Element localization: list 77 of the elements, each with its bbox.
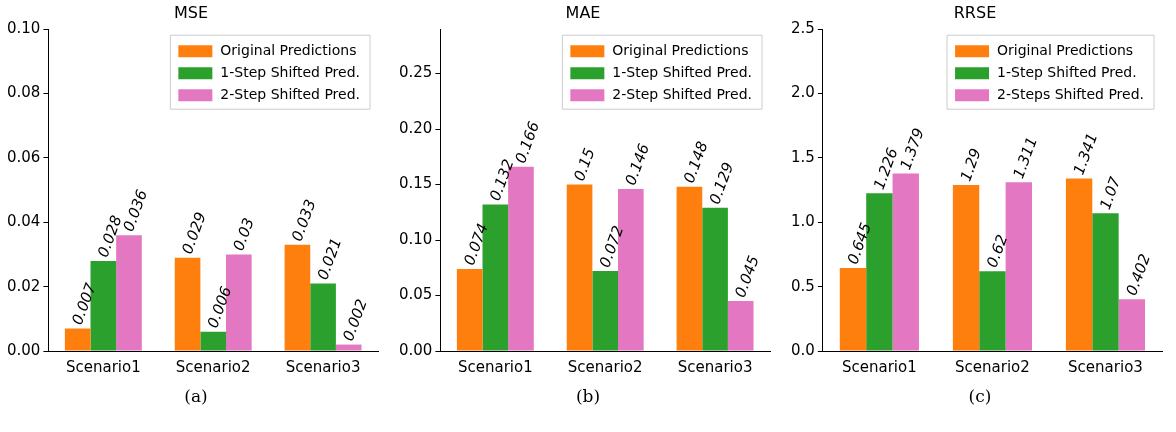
legend-label: 2-Step Shifted Pred. bbox=[612, 85, 752, 102]
bar bbox=[979, 271, 1006, 351]
y-tick-label: 0.00 bbox=[398, 340, 433, 359]
y-tick-label: 0.5 bbox=[791, 276, 815, 295]
x-tick-label: Scenario3 bbox=[285, 357, 361, 376]
bar bbox=[1065, 178, 1093, 351]
legend-label: 1-Step Shifted Pred. bbox=[612, 63, 752, 80]
bar bbox=[1005, 182, 1032, 351]
bar bbox=[592, 271, 619, 351]
data-label: 0.645 bbox=[843, 220, 876, 267]
chart-title: RRSE bbox=[953, 2, 997, 22]
data-label: 0.146 bbox=[621, 141, 653, 188]
legend-label: Original Predictions bbox=[612, 41, 749, 58]
x-tick-label: Scenario1 bbox=[457, 357, 533, 376]
y-tick-label: 0.20 bbox=[398, 118, 433, 137]
data-label: 0.074 bbox=[460, 221, 492, 268]
y-tick-label: 2.5 bbox=[791, 19, 815, 38]
x-tick-label: Scenario3 bbox=[677, 357, 753, 376]
data-label: 0.007 bbox=[68, 280, 100, 328]
y-tick-label: 0.08 bbox=[6, 83, 41, 102]
text: (b) bbox=[574, 386, 602, 406]
bar bbox=[727, 301, 754, 351]
legend-label: 1-Step Shifted Pred. bbox=[220, 63, 360, 80]
data-label: 0.006 bbox=[203, 283, 236, 331]
data-label: 0.03 bbox=[229, 215, 258, 254]
text: (c) bbox=[967, 386, 993, 406]
y-tick-label: 1.0 bbox=[791, 212, 815, 231]
data-label: 0.15 bbox=[570, 145, 599, 184]
y-tick-label: 0.06 bbox=[6, 147, 41, 166]
x-tick-label: Scenario1 bbox=[65, 357, 141, 376]
bar bbox=[200, 331, 227, 351]
y-tick-label: 0.00 bbox=[6, 340, 41, 359]
bar bbox=[174, 257, 201, 351]
legend-label: Original Predictions bbox=[997, 41, 1134, 58]
x-tick-label: Scenario2 bbox=[955, 357, 1030, 376]
data-label: 0.029 bbox=[178, 209, 210, 257]
y-tick-label: 0.15 bbox=[398, 174, 433, 193]
data-label: 0.002 bbox=[339, 296, 371, 344]
data-label: 1.311 bbox=[1009, 134, 1041, 181]
bar bbox=[284, 244, 311, 351]
bar bbox=[1118, 299, 1146, 351]
y-tick-label: 0.04 bbox=[6, 212, 41, 231]
data-label: 0.402 bbox=[1122, 251, 1154, 298]
data-label: 0.62 bbox=[982, 232, 1012, 270]
x-tick-label: Scenario1 bbox=[842, 357, 917, 376]
bar bbox=[952, 184, 980, 351]
legend-label: Original Predictions bbox=[220, 41, 357, 58]
y-tick-label: 0.02 bbox=[6, 276, 41, 295]
y-tick-label: 0.10 bbox=[6, 19, 41, 38]
bar bbox=[456, 268, 483, 351]
bar bbox=[310, 283, 336, 351]
y-tick-label: 0.0 bbox=[791, 340, 815, 359]
chart-title: MSE bbox=[173, 2, 209, 22]
x-tick-label: Scenario2 bbox=[175, 357, 251, 376]
data-label: 1.379 bbox=[896, 125, 928, 173]
legend-label: 2-Steps Shifted Pred. bbox=[997, 85, 1145, 102]
data-label: 1.29 bbox=[956, 146, 985, 184]
bar bbox=[1092, 213, 1119, 351]
bar bbox=[676, 186, 703, 351]
bar bbox=[702, 207, 728, 351]
bar bbox=[566, 184, 593, 351]
x-tick-label: Scenario3 bbox=[1068, 357, 1143, 376]
bar bbox=[335, 344, 362, 351]
y-tick-label: 0.25 bbox=[398, 63, 433, 82]
y-tick-label: 2.0 bbox=[791, 83, 815, 102]
bar bbox=[64, 328, 91, 351]
y-tick-label: 0.05 bbox=[398, 285, 433, 304]
y-tick-label: 1.5 bbox=[791, 147, 815, 166]
text: (a) bbox=[183, 386, 209, 406]
y-tick-label: 0.10 bbox=[398, 229, 433, 248]
data-label: 0.072 bbox=[595, 223, 628, 270]
bar bbox=[839, 267, 867, 351]
legend-label: 1-Step Shifted Pred. bbox=[997, 63, 1137, 80]
x-tick-label: Scenario2 bbox=[567, 357, 643, 376]
legend-label: 2-Step Shifted Pred. bbox=[220, 85, 360, 102]
data-label: 0.045 bbox=[731, 253, 763, 300]
chart-title: MAE bbox=[565, 2, 601, 22]
